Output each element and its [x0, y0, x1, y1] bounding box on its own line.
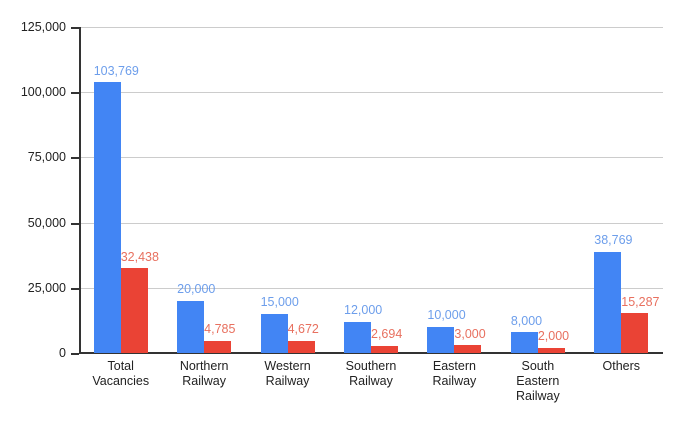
x-axis-category-label: Others	[602, 359, 641, 373]
x-axis-category-label: South Eastern Railway	[515, 359, 560, 403]
bar-series1[interactable]	[93, 82, 121, 353]
bar-value-label-series1: 8,000	[510, 313, 543, 328]
gridline	[79, 157, 663, 158]
bar-value-label-series1: 20,000	[177, 282, 216, 297]
bar-value-label-series2: 2,000	[537, 329, 570, 344]
x-axis-category-label: Total Vacancies	[92, 359, 150, 388]
y-axis-tick-label: 0	[59, 345, 66, 360]
bar-value-label-series1: 15,000	[260, 295, 299, 310]
bar-series1[interactable]	[594, 251, 622, 353]
gridline	[79, 288, 663, 289]
bar-series1[interactable]	[177, 300, 205, 353]
y-axis-tick-label: 50,000	[27, 215, 66, 230]
y-axis-tick-mark	[71, 288, 79, 290]
y-axis-tick-label: 100,000	[20, 84, 66, 99]
bar-series1[interactable]	[427, 326, 455, 353]
bar-value-label-series2: 15,287	[621, 294, 660, 309]
y-axis-tick-mark	[71, 157, 79, 159]
gridline	[79, 223, 663, 224]
bar-value-label-series2: 32,438	[120, 249, 159, 264]
y-axis-tick-label: 75,000	[27, 150, 66, 165]
bar-series2[interactable]	[454, 345, 482, 353]
bar-series1[interactable]	[344, 321, 371, 353]
bar-group: 38,769 15,287	[594, 27, 660, 353]
bar-value-label-series1: 103,769	[93, 63, 139, 78]
bar-value-label-series2: 2,694	[371, 327, 403, 342]
bar-series2[interactable]	[204, 340, 232, 353]
bar-value-label-series1: 10,000	[427, 308, 466, 323]
y-axis-tick-mark	[71, 27, 79, 29]
bar-value-label-series2: 4,672	[287, 322, 319, 337]
y-axis-tick-mark	[71, 223, 79, 225]
gridline	[79, 92, 663, 93]
plot-area: 103,769 32,438 20,000 4,785 15,000 4,672 12,00…	[79, 27, 663, 353]
y-axis-tick-label: 125,000	[20, 19, 66, 34]
y-axis-tick-mark	[71, 92, 79, 94]
bar-value-label-series2: 3,000	[454, 326, 486, 341]
bar-group: 12,000 2,694	[344, 27, 403, 353]
gridline	[79, 27, 663, 28]
bar-group: 103,769 32,438	[93, 27, 159, 353]
bar-series1[interactable]	[260, 313, 288, 353]
bar-group: 8,000 2,000	[510, 27, 570, 353]
bar-series2[interactable]	[371, 345, 398, 353]
bar-series2[interactable]	[537, 347, 565, 353]
x-axis-category-label: Northern Railway	[179, 359, 229, 388]
bar-value-label-series1: 12,000	[344, 303, 383, 318]
bar-series2[interactable]	[120, 268, 148, 353]
y-axis-line	[79, 27, 81, 353]
x-axis-category-label: Eastern Railway	[432, 359, 477, 388]
x-axis-category-label: Southern Railway	[345, 359, 397, 388]
bar-value-label-series2: 4,785	[204, 322, 236, 337]
bar-value-label-series1: 38,769	[594, 233, 633, 248]
bar-series2[interactable]	[621, 313, 649, 353]
bar-group: 15,000 4,672	[260, 27, 319, 353]
x-axis-category-label: Western Railway	[264, 359, 311, 388]
bar-series2[interactable]	[287, 340, 315, 353]
bar-group: 20,000 4,785	[177, 27, 236, 353]
y-axis-tick-mark	[71, 353, 79, 355]
y-axis-tick-label: 25,000	[27, 280, 66, 295]
bar-group: 10,000 3,000	[427, 27, 486, 353]
bar-series1[interactable]	[510, 332, 538, 353]
